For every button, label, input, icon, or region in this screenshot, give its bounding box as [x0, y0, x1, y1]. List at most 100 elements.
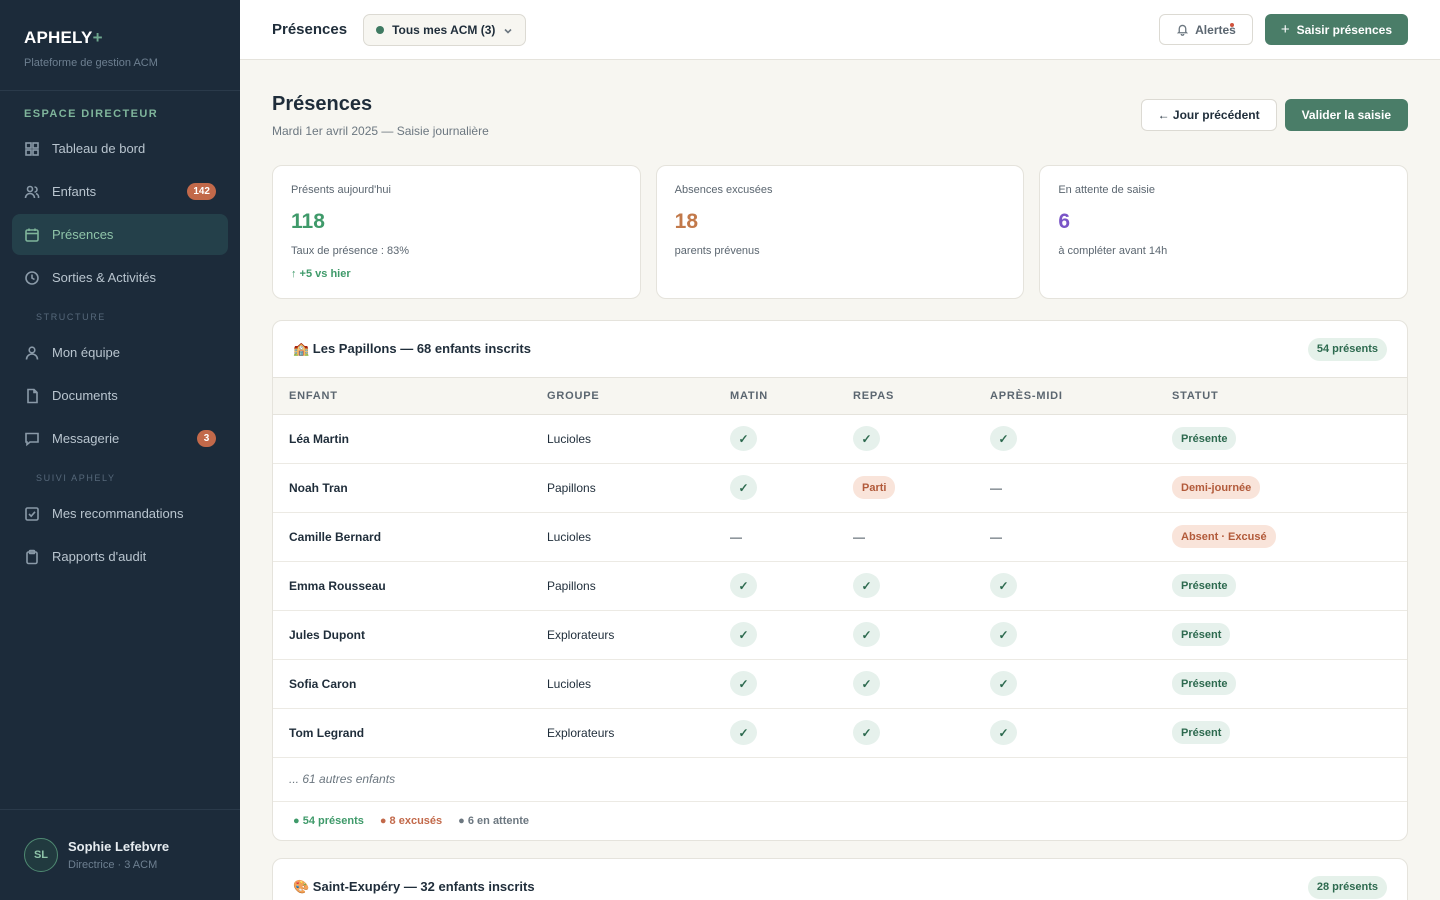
alerts-button[interactable]: Alertes — [1159, 14, 1253, 45]
present-count-badge: 54 présents — [1307, 337, 1387, 361]
more-children-link[interactable]: ... 61 autres enfants — [273, 758, 1407, 802]
apres-midi-cell: ✓ — [990, 659, 1172, 709]
repas-cell: ✓ — [853, 610, 990, 660]
child-name: Sofia Caron — [273, 659, 547, 709]
apres-midi-cell: ✓ — [990, 414, 1172, 464]
child-name: Tom Legrand — [273, 708, 547, 758]
user-profile[interactable]: SL Sophie Lefebvre Directrice · 3 ACM — [0, 809, 240, 900]
sidebar-item-sorties-activites[interactable]: Sorties & Activités — [12, 257, 228, 298]
sidebar-item-tableau-de-bord[interactable]: Tableau de bord — [12, 128, 228, 169]
check-icon[interactable]: ✓ — [853, 573, 880, 598]
stat-trend: ↑ +5 vs hier — [291, 268, 351, 280]
sidebar-item-mon-equipe[interactable]: Mon équipe — [12, 332, 228, 373]
table-row[interactable]: Léa Martin Lucioles ✓ ✓ ✓ Présente — [273, 414, 1407, 464]
topbar-title: Présences — [272, 21, 348, 38]
acm-select[interactable]: Tous mes ACM (3) — [363, 13, 527, 46]
check-icon[interactable]: ✓ — [853, 426, 880, 451]
table-row[interactable]: Camille Bernard Lucioles — — — Absent · Excus… — [273, 512, 1407, 562]
summary-present: ● 54 présents — [293, 814, 364, 827]
users-icon — [24, 184, 40, 200]
check-icon[interactable]: ✓ — [990, 622, 1017, 647]
stat-value: 118 — [291, 210, 325, 233]
repas-cell: ✓ — [853, 561, 990, 611]
child-group: Lucioles — [547, 414, 730, 464]
matin-cell: — — [730, 512, 853, 562]
child-name: Camille Bernard — [273, 512, 547, 562]
topbar: Présences Tous mes ACM (3) Alertes + Sai… — [240, 0, 1440, 60]
alert-indicator — [1229, 23, 1234, 27]
brand-logo[interactable]: APHELY+ — [24, 28, 103, 47]
status-badge: Présent — [1172, 721, 1231, 744]
check-icon[interactable]: ✓ — [853, 622, 880, 647]
alerts-label: Alertes — [1195, 22, 1236, 37]
page-title: Présences — [272, 93, 373, 115]
sidebar-item-mes-recommandations[interactable]: Mes recommandations — [12, 493, 228, 534]
sidebar-item-label: Documents — [52, 388, 118, 403]
sidebar-item-documents[interactable]: Documents — [12, 375, 228, 416]
empty-cell[interactable]: — — [853, 529, 865, 544]
check-icon[interactable]: ✓ — [730, 475, 757, 500]
group-card-saint-exupery: 🎨 Saint-Exupéry — 32 enfants inscrits 28… — [272, 857, 1408, 900]
sidebar-item-label: Enfants — [52, 184, 97, 199]
sidebar-item-messagerie[interactable]: Messagerie 3 — [12, 418, 228, 459]
check-icon[interactable]: ✓ — [990, 573, 1017, 598]
stat-note: parents prévenus — [674, 245, 760, 257]
empty-cell[interactable]: — — [990, 480, 1002, 495]
table-row[interactable]: Noah Tran Papillons ✓ Parti — Demi-journée — [273, 463, 1407, 513]
column-header-groupe: GROUPE — [547, 378, 730, 415]
check-icon[interactable]: ✓ — [853, 720, 880, 745]
summary-excused: ● 8 excusés — [379, 814, 443, 827]
apres-midi-cell: — — [990, 512, 1172, 562]
check-icon[interactable]: ✓ — [990, 720, 1017, 745]
table-row[interactable]: Tom Legrand Explorateurs ✓ ✓ ✓ Présent — [273, 708, 1407, 758]
check-icon[interactable]: ✓ — [730, 573, 757, 598]
sidebar-item-enfants[interactable]: Enfants 142 — [12, 171, 228, 212]
apres-midi-cell: ✓ — [990, 561, 1172, 611]
child-name: Emma Rousseau — [273, 561, 547, 611]
count-badge: 142 — [187, 183, 216, 200]
status-badge: Présent — [1172, 623, 1231, 646]
child-group: Papillons — [547, 463, 730, 513]
status-cell: Présent — [1172, 708, 1407, 758]
avatar: SL — [24, 838, 58, 872]
previous-day-button[interactable]: ← Jour précédent — [1140, 99, 1277, 131]
check-icon[interactable]: ✓ — [990, 671, 1017, 696]
saisir-presences-button[interactable]: + Saisir présences — [1264, 14, 1408, 45]
chevron-down-icon — [503, 25, 513, 35]
main-content: Présences Mardi 1er avril 2025 — Saisie … — [272, 60, 1409, 900]
sidebar-item-rapports-d-audit[interactable]: Rapports d'audit — [12, 536, 228, 577]
sidebar: APHELY+ Plateforme de gestion ACM ESPACE… — [0, 0, 240, 900]
table-row[interactable]: Sofia Caron Lucioles ✓ ✓ ✓ Présente — [273, 659, 1407, 709]
check-icon[interactable]: ✓ — [730, 622, 757, 647]
plus-icon: + — [1280, 21, 1290, 38]
clipboard-icon — [24, 549, 40, 565]
attendance-table: ENFANT GROUPE MATIN REPAS APRÈS-MIDI STATUT L… — [273, 378, 1407, 758]
child-name: Noah Tran — [273, 463, 547, 513]
repas-cell: Parti — [853, 463, 990, 513]
sidebar-item-label: Mon équipe — [52, 345, 120, 360]
apres-midi-cell: — — [990, 463, 1172, 513]
departed-tag[interactable]: Parti — [853, 476, 896, 499]
acm-select-label: Tous mes ACM (3) — [392, 22, 496, 37]
table-row[interactable]: Jules Dupont Explorateurs ✓ ✓ ✓ Présent — [273, 610, 1407, 660]
check-icon[interactable]: ✓ — [990, 426, 1017, 451]
column-header-repas: REPAS — [853, 378, 990, 415]
user-name: Sophie Lefebvre — [68, 839, 170, 854]
empty-cell[interactable]: — — [730, 529, 742, 544]
empty-cell[interactable]: — — [990, 529, 1002, 544]
table-row[interactable]: Emma Rousseau Papillons ✓ ✓ ✓ Présente — [273, 561, 1407, 611]
child-group: Lucioles — [547, 512, 730, 562]
check-icon[interactable]: ✓ — [730, 426, 757, 451]
calendar-icon — [24, 227, 40, 243]
page-subtitle: Mardi 1er avril 2025 — Saisie journalièr… — [272, 124, 489, 138]
validate-button[interactable]: Valider la saisie — [1284, 99, 1408, 131]
check-icon[interactable]: ✓ — [730, 671, 757, 696]
child-group: Explorateurs — [547, 708, 730, 758]
check-icon[interactable]: ✓ — [730, 720, 757, 745]
sidebar-item-presences[interactable]: Présences — [12, 214, 228, 255]
check-icon[interactable]: ✓ — [853, 671, 880, 696]
status-cell: Demi-journée — [1172, 463, 1407, 513]
stat-card: En attente de saisie 6 à compléter avant 1… — [1039, 165, 1409, 299]
status-cell: Absent · Excusé — [1172, 512, 1407, 562]
saisir-presences-label: Saisir présences — [1296, 22, 1392, 37]
